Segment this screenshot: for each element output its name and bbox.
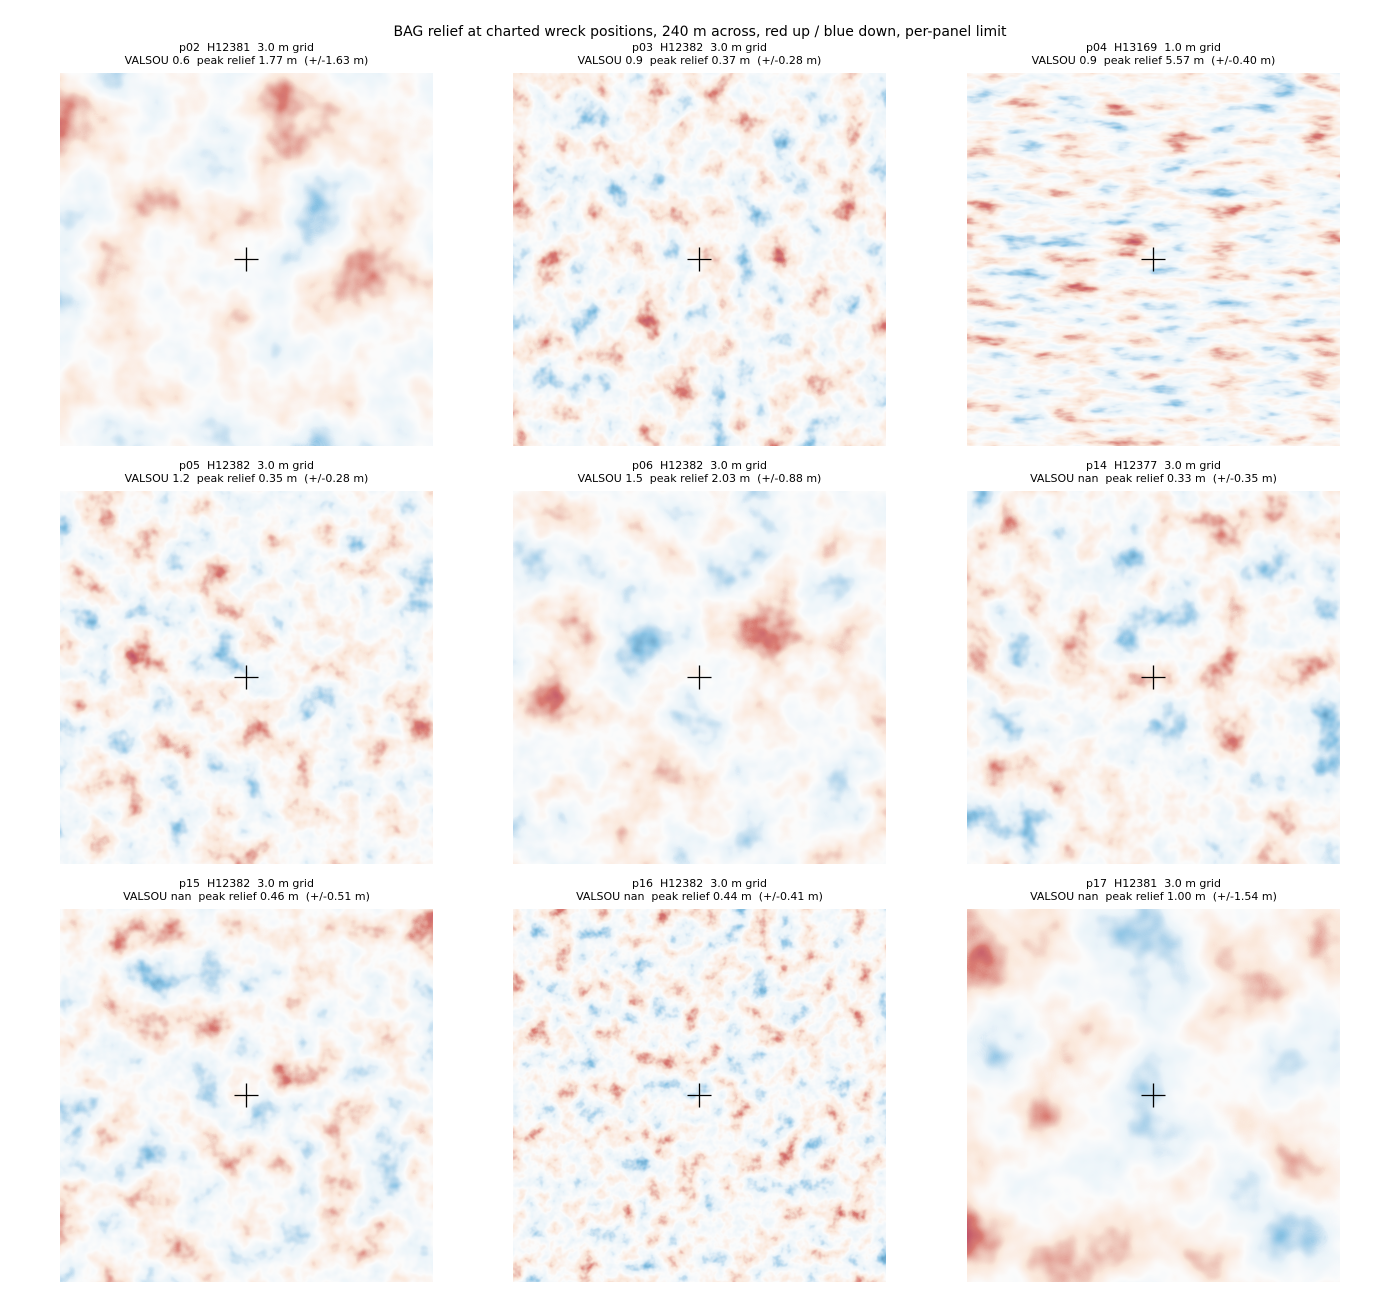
panel-subtitle: VALSOU 1.5 peak relief 2.03 m (+/-0.88 m… (578, 472, 822, 485)
panel-title: p06 H12382 3.0 m grid (632, 459, 767, 472)
panel-subtitle: VALSOU nan peak relief 0.33 m (+/-0.35 m… (1030, 472, 1277, 485)
panel-subtitle: VALSOU 0.9 peak relief 0.37 m (+/-0.28 m… (578, 54, 822, 67)
figure-title: BAG relief at charted wreck positions, 2… (393, 24, 1007, 40)
panel-subtitle: VALSOU 0.9 peak relief 5.57 m (+/-0.40 m… (1032, 54, 1276, 67)
panel-title: p15 H12382 3.0 m grid (179, 877, 314, 890)
panel-title: p03 H12382 3.0 m grid (632, 41, 767, 54)
panel-subtitle: VALSOU nan peak relief 0.44 m (+/-0.41 m… (576, 890, 823, 903)
panel-title: p02 H12381 3.0 m grid (179, 41, 314, 54)
panel-title: p17 H12381 3.0 m grid (1086, 877, 1221, 890)
panel-subtitle: VALSOU 1.2 peak relief 0.35 m (+/-0.28 m… (125, 472, 369, 485)
panel-title: p05 H12382 3.0 m grid (179, 459, 314, 472)
panel-title: p14 H12377 3.0 m grid (1086, 459, 1221, 472)
panel-title: p16 H12382 3.0 m grid (632, 877, 767, 890)
panel-subtitle: VALSOU 0.6 peak relief 1.77 m (+/-1.63 m… (125, 54, 369, 67)
panel-subtitle: VALSOU nan peak relief 1.00 m (+/-1.54 m… (1030, 890, 1277, 903)
panel-subtitle: VALSOU nan peak relief 0.46 m (+/-0.51 m… (123, 890, 370, 903)
panel-title: p04 H13169 1.0 m grid (1086, 41, 1221, 54)
